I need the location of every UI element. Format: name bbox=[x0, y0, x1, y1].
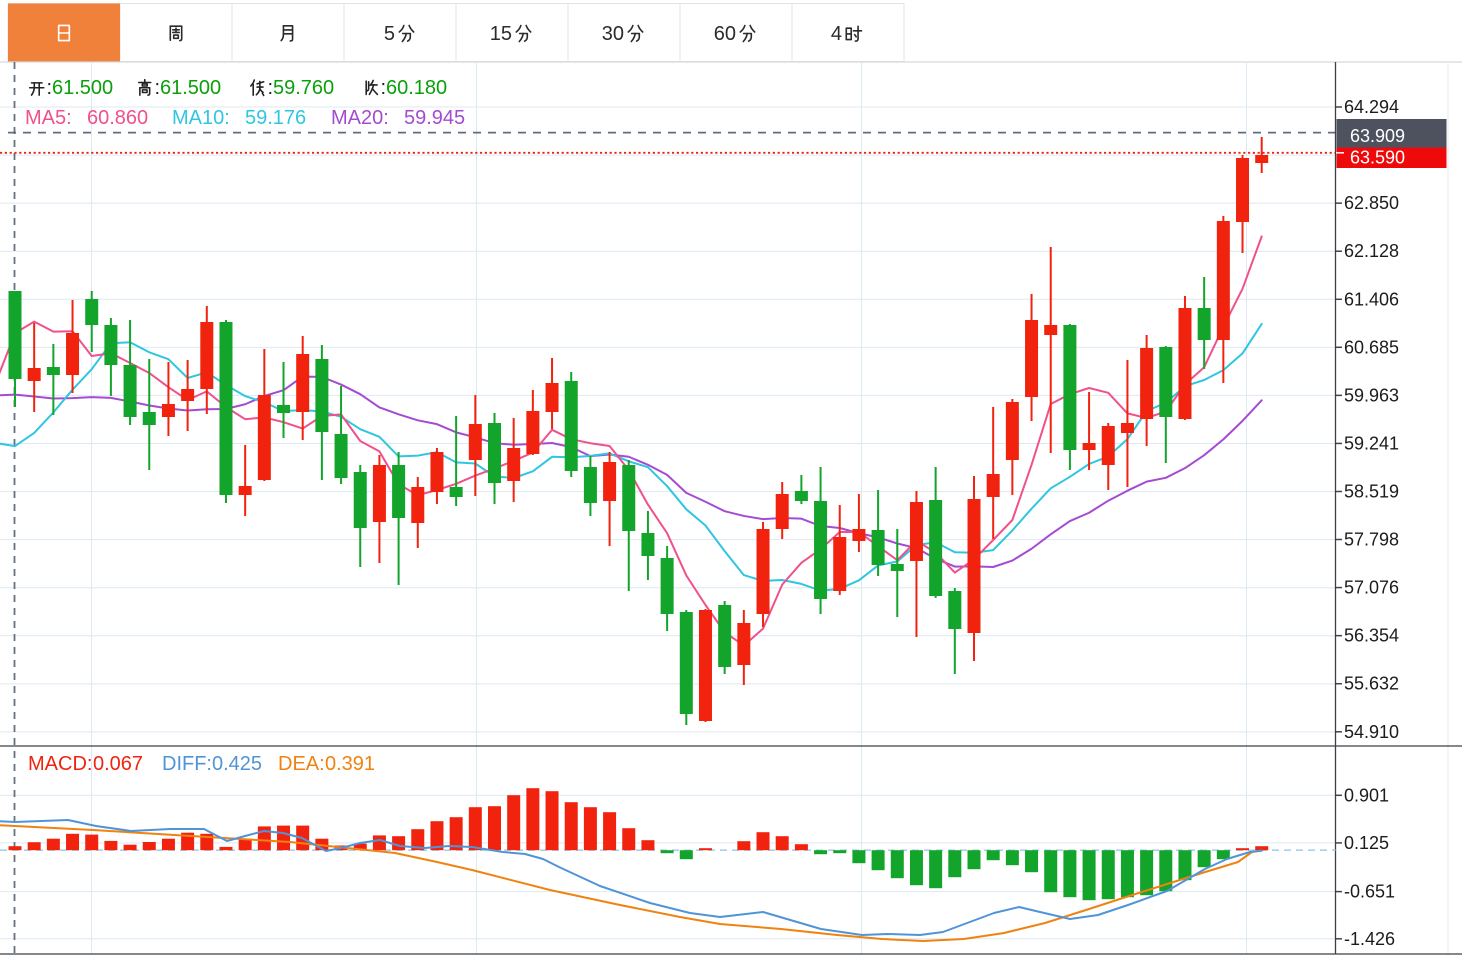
svg-text:4: 4 bbox=[831, 23, 842, 45]
svg-text:59.241: 59.241 bbox=[1344, 433, 1399, 453]
svg-text:60.860: 60.860 bbox=[87, 107, 148, 129]
svg-text:58.519: 58.519 bbox=[1344, 482, 1399, 502]
svg-text:30: 30 bbox=[602, 23, 624, 45]
svg-text:57.076: 57.076 bbox=[1344, 578, 1399, 598]
svg-text:64.294: 64.294 bbox=[1344, 97, 1399, 117]
svg-text:MA5:: MA5: bbox=[25, 107, 72, 129]
svg-text::: : bbox=[381, 77, 387, 99]
svg-text:54.910: 54.910 bbox=[1344, 722, 1399, 742]
svg-text:DEA:: DEA: bbox=[278, 753, 325, 775]
svg-text:0.067: 0.067 bbox=[93, 753, 143, 775]
svg-text:61.500: 61.500 bbox=[52, 77, 113, 99]
svg-text::: : bbox=[155, 77, 161, 99]
svg-text:59.963: 59.963 bbox=[1344, 385, 1399, 405]
svg-text:62.128: 62.128 bbox=[1344, 241, 1399, 261]
svg-text:MA10:: MA10: bbox=[172, 107, 230, 129]
svg-text::: : bbox=[268, 77, 274, 99]
svg-text:MACD:: MACD: bbox=[28, 753, 92, 775]
svg-text:0.901: 0.901 bbox=[1344, 785, 1389, 805]
svg-text:-0.651: -0.651 bbox=[1344, 882, 1395, 902]
svg-text:0.391: 0.391 bbox=[325, 753, 375, 775]
svg-text:61.406: 61.406 bbox=[1344, 289, 1399, 309]
svg-text:15: 15 bbox=[490, 23, 512, 45]
svg-text:59.945: 59.945 bbox=[404, 107, 465, 129]
svg-text::: : bbox=[47, 77, 53, 99]
svg-text:63.909: 63.909 bbox=[1350, 126, 1405, 146]
svg-text:61.500: 61.500 bbox=[160, 77, 221, 99]
svg-text:0.425: 0.425 bbox=[212, 753, 262, 775]
svg-text:62.850: 62.850 bbox=[1344, 193, 1399, 213]
svg-text:MA20:: MA20: bbox=[331, 107, 389, 129]
svg-text:57.798: 57.798 bbox=[1344, 530, 1399, 550]
svg-text:56.354: 56.354 bbox=[1344, 626, 1399, 646]
svg-text:63.590: 63.590 bbox=[1350, 148, 1405, 168]
svg-text:5: 5 bbox=[384, 23, 395, 45]
svg-text:-1.426: -1.426 bbox=[1344, 929, 1395, 949]
svg-text:60: 60 bbox=[714, 23, 736, 45]
svg-text:59.760: 59.760 bbox=[273, 77, 334, 99]
svg-text:59.176: 59.176 bbox=[245, 107, 306, 129]
svg-text:0.125: 0.125 bbox=[1344, 833, 1389, 853]
svg-text:60.685: 60.685 bbox=[1344, 337, 1399, 357]
svg-text:DIFF:: DIFF: bbox=[162, 753, 212, 775]
svg-text:55.632: 55.632 bbox=[1344, 674, 1399, 694]
svg-text:60.180: 60.180 bbox=[386, 77, 447, 99]
